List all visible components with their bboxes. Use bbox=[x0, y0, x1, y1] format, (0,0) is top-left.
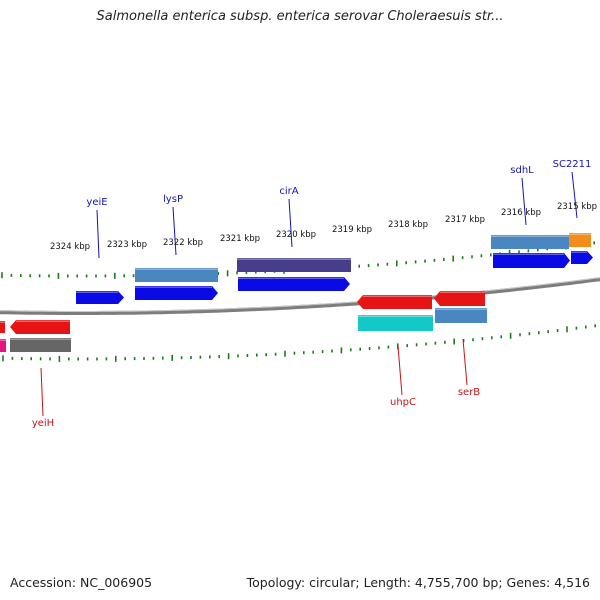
scale-labels: 2324 kbp 2323 kbp 2322 kbp 2321 kbp 2320 kbp… bbox=[50, 202, 597, 252]
gene-label-SC2211: SC2211 bbox=[553, 159, 592, 170]
gene-arrow-yeiE bbox=[76, 291, 124, 304]
gene-label-uhpC: uhpC bbox=[390, 397, 416, 408]
gene-block-edge-top bbox=[0, 339, 6, 352]
gene-label-sdhL: sdhL bbox=[510, 165, 534, 176]
gene-label-yeiH: yeiH bbox=[32, 418, 54, 429]
genome-stats: Topology: circular; Length: 4,755,700 bp… bbox=[246, 575, 590, 590]
gene-arrow-cirA bbox=[238, 277, 350, 291]
genome-backbone bbox=[0, 277, 600, 315]
scale-label: 2322 kbp bbox=[163, 238, 203, 248]
scale-label: 2318 kbp bbox=[388, 220, 428, 230]
gene-arrow-uhpC bbox=[357, 295, 432, 309]
gene-block-lysP-top bbox=[135, 268, 218, 282]
scale-label: 2323 kbp bbox=[107, 240, 147, 250]
label-leader-sdhL bbox=[521, 177, 527, 226]
gene-block-serB-top bbox=[435, 308, 487, 323]
accession-text: Accession: NC_006905 bbox=[10, 575, 153, 590]
scale-label: 2324 kbp bbox=[50, 242, 90, 252]
gene-label-cirA: cirA bbox=[279, 186, 298, 197]
scale-label: 2319 kbp bbox=[332, 225, 372, 235]
gene-features bbox=[0, 233, 593, 352]
map-title: Salmonella enterica subsp. enterica sero… bbox=[96, 9, 504, 24]
scale-label: 2321 kbp bbox=[220, 234, 260, 244]
gene-block-SC2211-top bbox=[569, 233, 591, 247]
gene-label-yeiE: yeiE bbox=[86, 197, 107, 208]
gene-arrow-SC2211 bbox=[571, 251, 593, 264]
gene-label-serB: serB bbox=[458, 387, 480, 398]
gene-block-sdhL-top bbox=[491, 235, 569, 249]
gene-block-cirA-top bbox=[237, 258, 351, 272]
gene-arrow-serB bbox=[434, 291, 485, 306]
scale-label: 2317 kbp bbox=[445, 215, 485, 225]
label-leader-cirA bbox=[288, 198, 293, 248]
label-leader-lysP bbox=[172, 206, 177, 256]
gene-arrow-lysP bbox=[135, 286, 218, 300]
backbone-highlight bbox=[0, 277, 600, 312]
gene-arrow-yeiH bbox=[10, 320, 70, 334]
label-leader-SC2211 bbox=[571, 171, 578, 219]
scale-label: 2320 kbp bbox=[276, 230, 316, 240]
scale-label: 2316 kbp bbox=[501, 208, 541, 218]
label-leader-uhpC bbox=[397, 345, 403, 396]
gene-block-uhpC-top bbox=[358, 315, 433, 331]
gene-label-lysP: lysP bbox=[163, 194, 183, 205]
gene-arrow-sdhL bbox=[493, 253, 570, 268]
label-leader-yeiE bbox=[96, 209, 100, 259]
label-leader-serB bbox=[462, 338, 468, 386]
gene-arrow-left-edge bbox=[0, 321, 5, 333]
gene-block-yeiH-top bbox=[10, 338, 71, 352]
label-leader-yeiH bbox=[40, 367, 44, 417]
gene-labels: yeiE lysP cirA sdhL SC2211 yeiH uhpC serB bbox=[32, 159, 592, 429]
scale-label: 2315 kbp bbox=[557, 202, 597, 212]
inner-scale-ticks bbox=[2, 324, 597, 362]
